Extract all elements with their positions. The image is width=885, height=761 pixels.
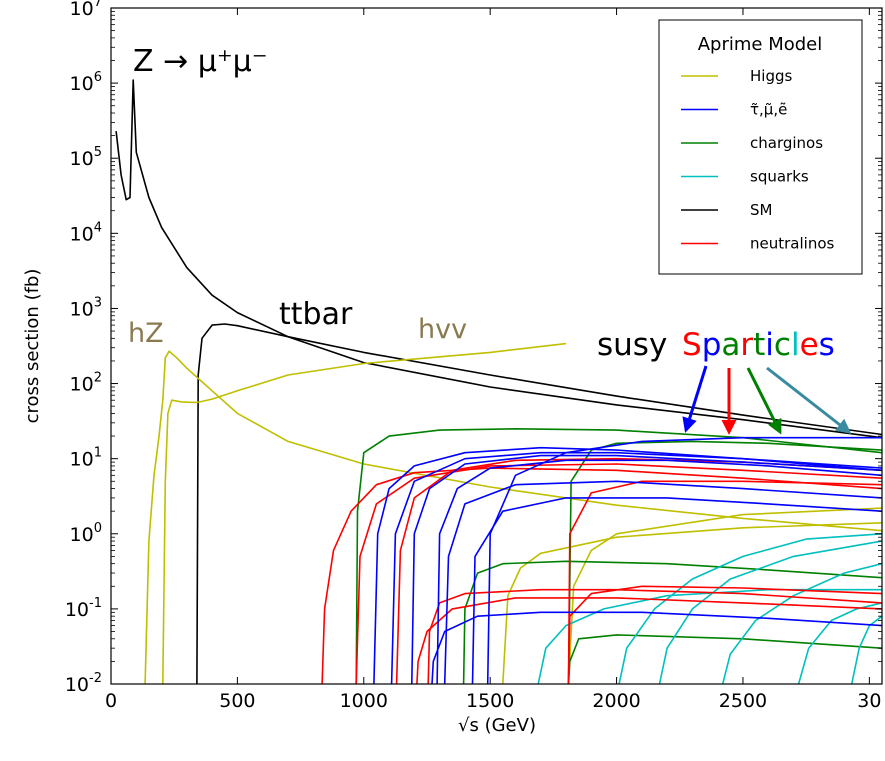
series-line-neutralinos-17: [355, 463, 882, 684]
y-tick-label: 102: [70, 371, 102, 396]
y-tick-label: 106: [70, 70, 102, 95]
susy-annotation: susy: [597, 327, 667, 363]
series-line-sleptons-28: [431, 611, 882, 684]
series-line-neutralinos-22: [567, 480, 882, 684]
series-line-squarks-11: [618, 533, 882, 684]
series-line-charginos-7: [567, 440, 882, 684]
y-tick-label: 10-2: [65, 671, 102, 696]
sparticles-letter: i: [765, 327, 774, 363]
series-line-sm-0: [115, 79, 882, 439]
series-line-higgs-3: [162, 342, 567, 684]
x-tick-label: 1500: [466, 690, 514, 712]
hvv-annotation: hvv: [418, 314, 467, 345]
series-line-sleptons-25: [411, 454, 882, 684]
legend-entries: Higgs τ̃,μ̃,ẽ charginos squarks SM neutralino…: [681, 67, 835, 253]
sparticles-letter: l: [791, 327, 800, 363]
series-line-charginos-6: [355, 428, 882, 684]
series-line-squarks-12: [658, 540, 882, 684]
sparticles-annotation: Sparticles: [682, 327, 835, 363]
x-tick-label: 0: [105, 690, 117, 712]
legend-entry-label: neutralinos: [750, 235, 835, 253]
y-tick-label: 107: [70, 0, 102, 20]
series-line-sm-1: [196, 323, 882, 684]
legend-entry-label: SM: [750, 201, 772, 219]
sparticles-letter: e: [800, 327, 819, 363]
series-line-neutralinos-19: [416, 597, 882, 684]
arrow-teal: [766, 366, 852, 434]
x-axis-label: √s (GeV): [458, 715, 536, 736]
x-tick-label: 2500: [719, 690, 767, 712]
series-line-higgs-2: [144, 350, 882, 684]
series-line-sleptons-27: [443, 480, 882, 684]
sparticles-letter: c: [774, 327, 791, 363]
series-line-charginos-8: [462, 560, 882, 684]
z-peak-annotation: Z → μ⁺μ⁻: [133, 44, 268, 79]
sparticles-letter: s: [819, 327, 835, 363]
y-tick-label: 104: [70, 220, 102, 245]
series-layer: [115, 79, 882, 684]
legend-title: Aprime Model: [698, 34, 823, 55]
y-tick-label: 105: [70, 145, 102, 170]
y-tick-label: 103: [70, 295, 102, 320]
series-line-squarks-10: [537, 588, 882, 684]
series-line-sleptons-23: [373, 446, 882, 684]
legend-entry-label: charginos: [750, 134, 823, 152]
series-line-squarks-15: [850, 615, 882, 684]
series-line-neutralinos-16: [321, 467, 882, 684]
series-line-squarks-13: [721, 562, 882, 684]
y-tick-label: 10-1: [65, 596, 102, 621]
legend-entry-label: τ̃,μ̃,ẽ: [750, 101, 787, 119]
sparticles-letter: a: [721, 327, 740, 363]
x-tick-label: 500: [219, 690, 255, 712]
series-line-higgs-4: [502, 522, 882, 684]
series-line-neutralinos-20: [427, 588, 882, 684]
arrow-blue: [682, 365, 708, 433]
series-line-sleptons-26: [436, 459, 882, 684]
series-line-sleptons-29: [486, 436, 882, 684]
x-tick-label: 1000: [340, 690, 388, 712]
series-line-sleptons-24: [390, 451, 882, 684]
x-tick-label: 30: [857, 690, 881, 712]
hz-annotation: hZ: [128, 318, 164, 349]
y-axis-label: cross section (fb): [22, 269, 43, 424]
legend-entry-label: Higgs: [750, 67, 792, 85]
legend-box: [658, 19, 863, 275]
y-tick-label: 100: [70, 521, 102, 546]
arrow-green: [746, 367, 782, 435]
sparticles-letter: r: [740, 327, 753, 363]
sparticles-letter: p: [702, 327, 722, 363]
plot-frame: [110, 7, 883, 685]
series-line-sleptons-30: [471, 497, 882, 684]
series-line-squarks-14: [797, 602, 882, 684]
series-line-higgs-5: [567, 507, 882, 684]
legend: Aprime Model Higgs τ̃,μ̃,ẽ charginos squark…: [658, 19, 863, 275]
sparticles-letter: t: [753, 327, 765, 363]
x-tick-label: 2000: [592, 690, 640, 712]
ttbar-annotation: ttbar: [279, 297, 353, 332]
y-tick-label: 101: [70, 446, 102, 471]
sparticles-letter: S: [682, 327, 702, 363]
legend-entry-label: squarks: [750, 168, 809, 186]
